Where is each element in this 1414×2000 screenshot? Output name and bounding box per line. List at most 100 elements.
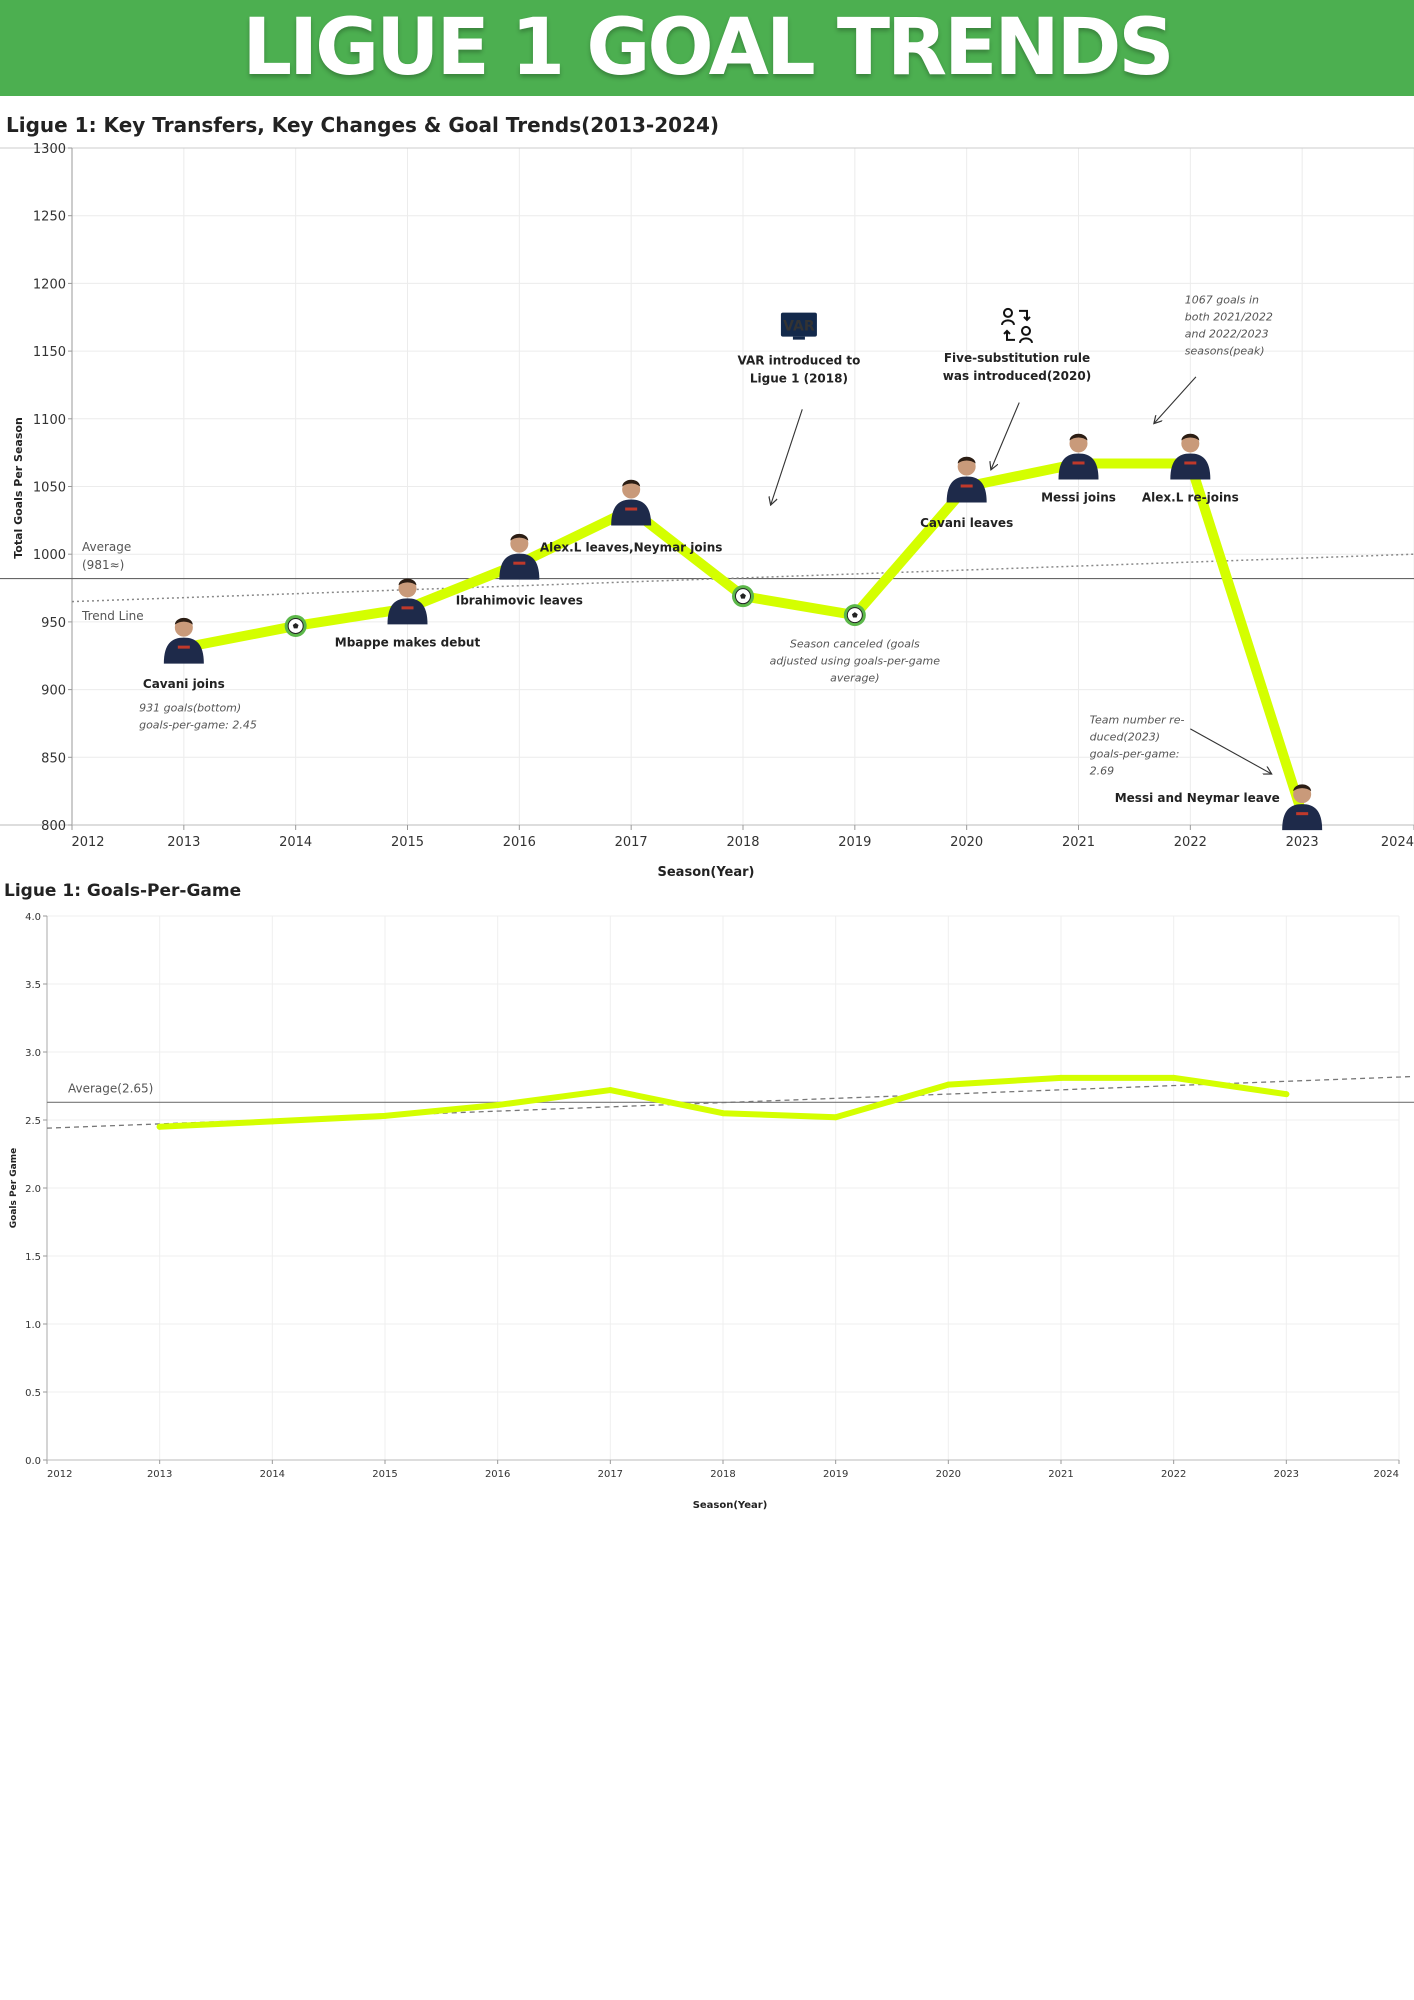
player-photo-stripe [401, 606, 414, 610]
player-photo-hair [1181, 433, 1200, 441]
x-tick-label: 2018 [710, 1469, 735, 1480]
player-photo-stripe [960, 484, 973, 488]
player-photo-head [1181, 434, 1200, 453]
player-photo-stripe [1184, 461, 1197, 465]
event-label: Cavani joins [143, 677, 225, 691]
player-photo-stripe [1296, 812, 1309, 816]
annotation-text: 2.69 [1090, 764, 1115, 777]
player-photo-hair [622, 479, 641, 487]
y-tick-label: 4.0 [25, 912, 41, 923]
y-tick-label: 900 [41, 684, 66, 699]
trend-line-label: Trend Line [81, 609, 144, 623]
player-photo-stripe [513, 561, 526, 565]
event-label: Alex.L re-joins [1142, 490, 1239, 504]
annotation-text: 1067 goals in [1185, 294, 1259, 307]
soccer-ball-patch [851, 612, 858, 618]
x-tick-label: 2024 [1374, 1469, 1399, 1480]
chart1-gridlines [71, 147, 1414, 826]
annotation-text: Five-substitution rule [944, 351, 1090, 365]
x-tick-label: 2017 [598, 1469, 623, 1480]
average-label: Average(2.65) [68, 1081, 153, 1095]
player-photo-icon [946, 456, 987, 503]
x-tick-label: 2020 [950, 835, 983, 850]
chart2-x-axis-label: Season(Year) [693, 1500, 768, 1511]
player-photo-head [174, 618, 193, 637]
y-tick-label: 1300 [33, 142, 66, 157]
y-tick-label: 1250 [33, 210, 66, 225]
data-point [832, 1114, 839, 1121]
annotation-text: 931 goals(bottom) [139, 701, 241, 714]
annotation-text: and 2022/2023 [1185, 328, 1269, 341]
x-tick-label: 2013 [147, 1469, 172, 1480]
x-tick-label: 2021 [1048, 1469, 1073, 1480]
chart2-gridlines [46, 915, 1400, 1461]
x-tick-label: 2023 [1286, 835, 1319, 850]
y-tick-label: 3.5 [25, 980, 41, 991]
y-tick-label: 3.0 [25, 1048, 41, 1059]
event-label: Mbappe makes debut [335, 635, 481, 649]
event-label: Ibrahimovic leaves [456, 593, 583, 607]
annotation-text: Season canceled (goals [790, 638, 920, 651]
var-icon-glyph: VAR [783, 319, 815, 335]
annotation-text: goals-per-game: 2.45 [139, 718, 257, 731]
trend-line [71, 553, 1414, 603]
y-tick-label: 1.5 [25, 1252, 41, 1263]
sub-person-head [1020, 325, 1031, 336]
event-label: Messi and Neymar leave [1115, 791, 1280, 805]
data-point [945, 1081, 952, 1088]
chart-goals-per-season: Ligue 1: Key Transfers, Key Changes & Go… [0, 113, 1414, 880]
sub-person-body [1018, 337, 1033, 344]
player-photo-icon [163, 617, 204, 664]
y-tick-label: 850 [41, 751, 66, 766]
annotation-text: both 2021/2022 [1185, 311, 1273, 324]
chart1-annotations: 931 goals(bottom) goals-per-game: 2.45 Sea… [139, 294, 1273, 778]
player-photo-icon [499, 533, 540, 580]
x-tick-label: 2019 [838, 835, 871, 850]
chart2-x-ticks: 2012 2013 2014 2015 2016 2017 2018 2019 2020 2021… [46, 1460, 1400, 1480]
annotation-text: seasons(peak) [1185, 345, 1265, 358]
player-photo-shirt [387, 598, 428, 625]
player-photo-head [398, 579, 417, 598]
player-photo-icon [387, 578, 428, 625]
x-tick-label: 2012 [71, 835, 104, 850]
player-photo-icon [1170, 433, 1211, 480]
x-tick-label: 2017 [615, 835, 648, 850]
average-label: Average [82, 540, 131, 554]
player-photo-stripe [625, 507, 638, 511]
x-tick-label: 2016 [503, 835, 536, 850]
banner-title: LIGUE 1 GOAL TRENDS [242, 3, 1174, 93]
player-photo-head [957, 457, 976, 476]
x-tick-label: 2015 [372, 1469, 397, 1480]
y-tick-label: 1100 [33, 413, 66, 428]
chart1-reference-lines: Average (981≈) Trend Line [0, 540, 1414, 623]
x-tick-label: 2024 [1381, 835, 1414, 850]
charts-area: Ligue 1: Key Transfers, Key Changes & Go… [0, 113, 1414, 1511]
x-tick-label: 2012 [47, 1469, 72, 1480]
player-photo-icon [1282, 784, 1323, 831]
annotation-arrow [771, 409, 803, 504]
annotation-text: adjusted using goals-per-game [770, 655, 941, 668]
chart1-title: Ligue 1: Key Transfers, Key Changes & Go… [6, 113, 719, 137]
y-tick-label: 1150 [33, 345, 66, 360]
player-photo-hair [174, 617, 193, 625]
y-tick-label: 1000 [33, 548, 66, 563]
player-photo-shirt [611, 499, 652, 526]
x-tick-label: 2013 [167, 835, 200, 850]
substitution-icon [1000, 307, 1033, 344]
chart2-series [156, 1074, 1290, 1130]
x-tick-label: 2021 [1062, 835, 1095, 850]
x-tick-label: 2019 [823, 1469, 848, 1480]
player-photo-shirt [1282, 804, 1323, 831]
y-tick-label: 2.0 [25, 1184, 41, 1195]
chart-goals-per-game: Ligue 1: Goals-Per-Game 0.0 0.5 1.0 1.5 2.0 2… [4, 881, 1414, 1511]
annotation-text: duced(2023) [1090, 730, 1160, 743]
x-tick-label: 2022 [1161, 1469, 1186, 1480]
chart1-y-ticks: 800 850 900 950 1000 1050 1100 1150 1200 1250 1300 [33, 142, 72, 834]
x-tick-label: 2020 [936, 1469, 961, 1480]
y-tick-label: 950 [41, 616, 66, 631]
soccer-ball-patch [740, 593, 746, 599]
soccer-ball-icon [732, 585, 754, 608]
player-photo-icon [611, 479, 652, 526]
chart2-title: Ligue 1: Goals-Per-Game [4, 881, 241, 901]
soccer-ball-icon [843, 604, 866, 627]
